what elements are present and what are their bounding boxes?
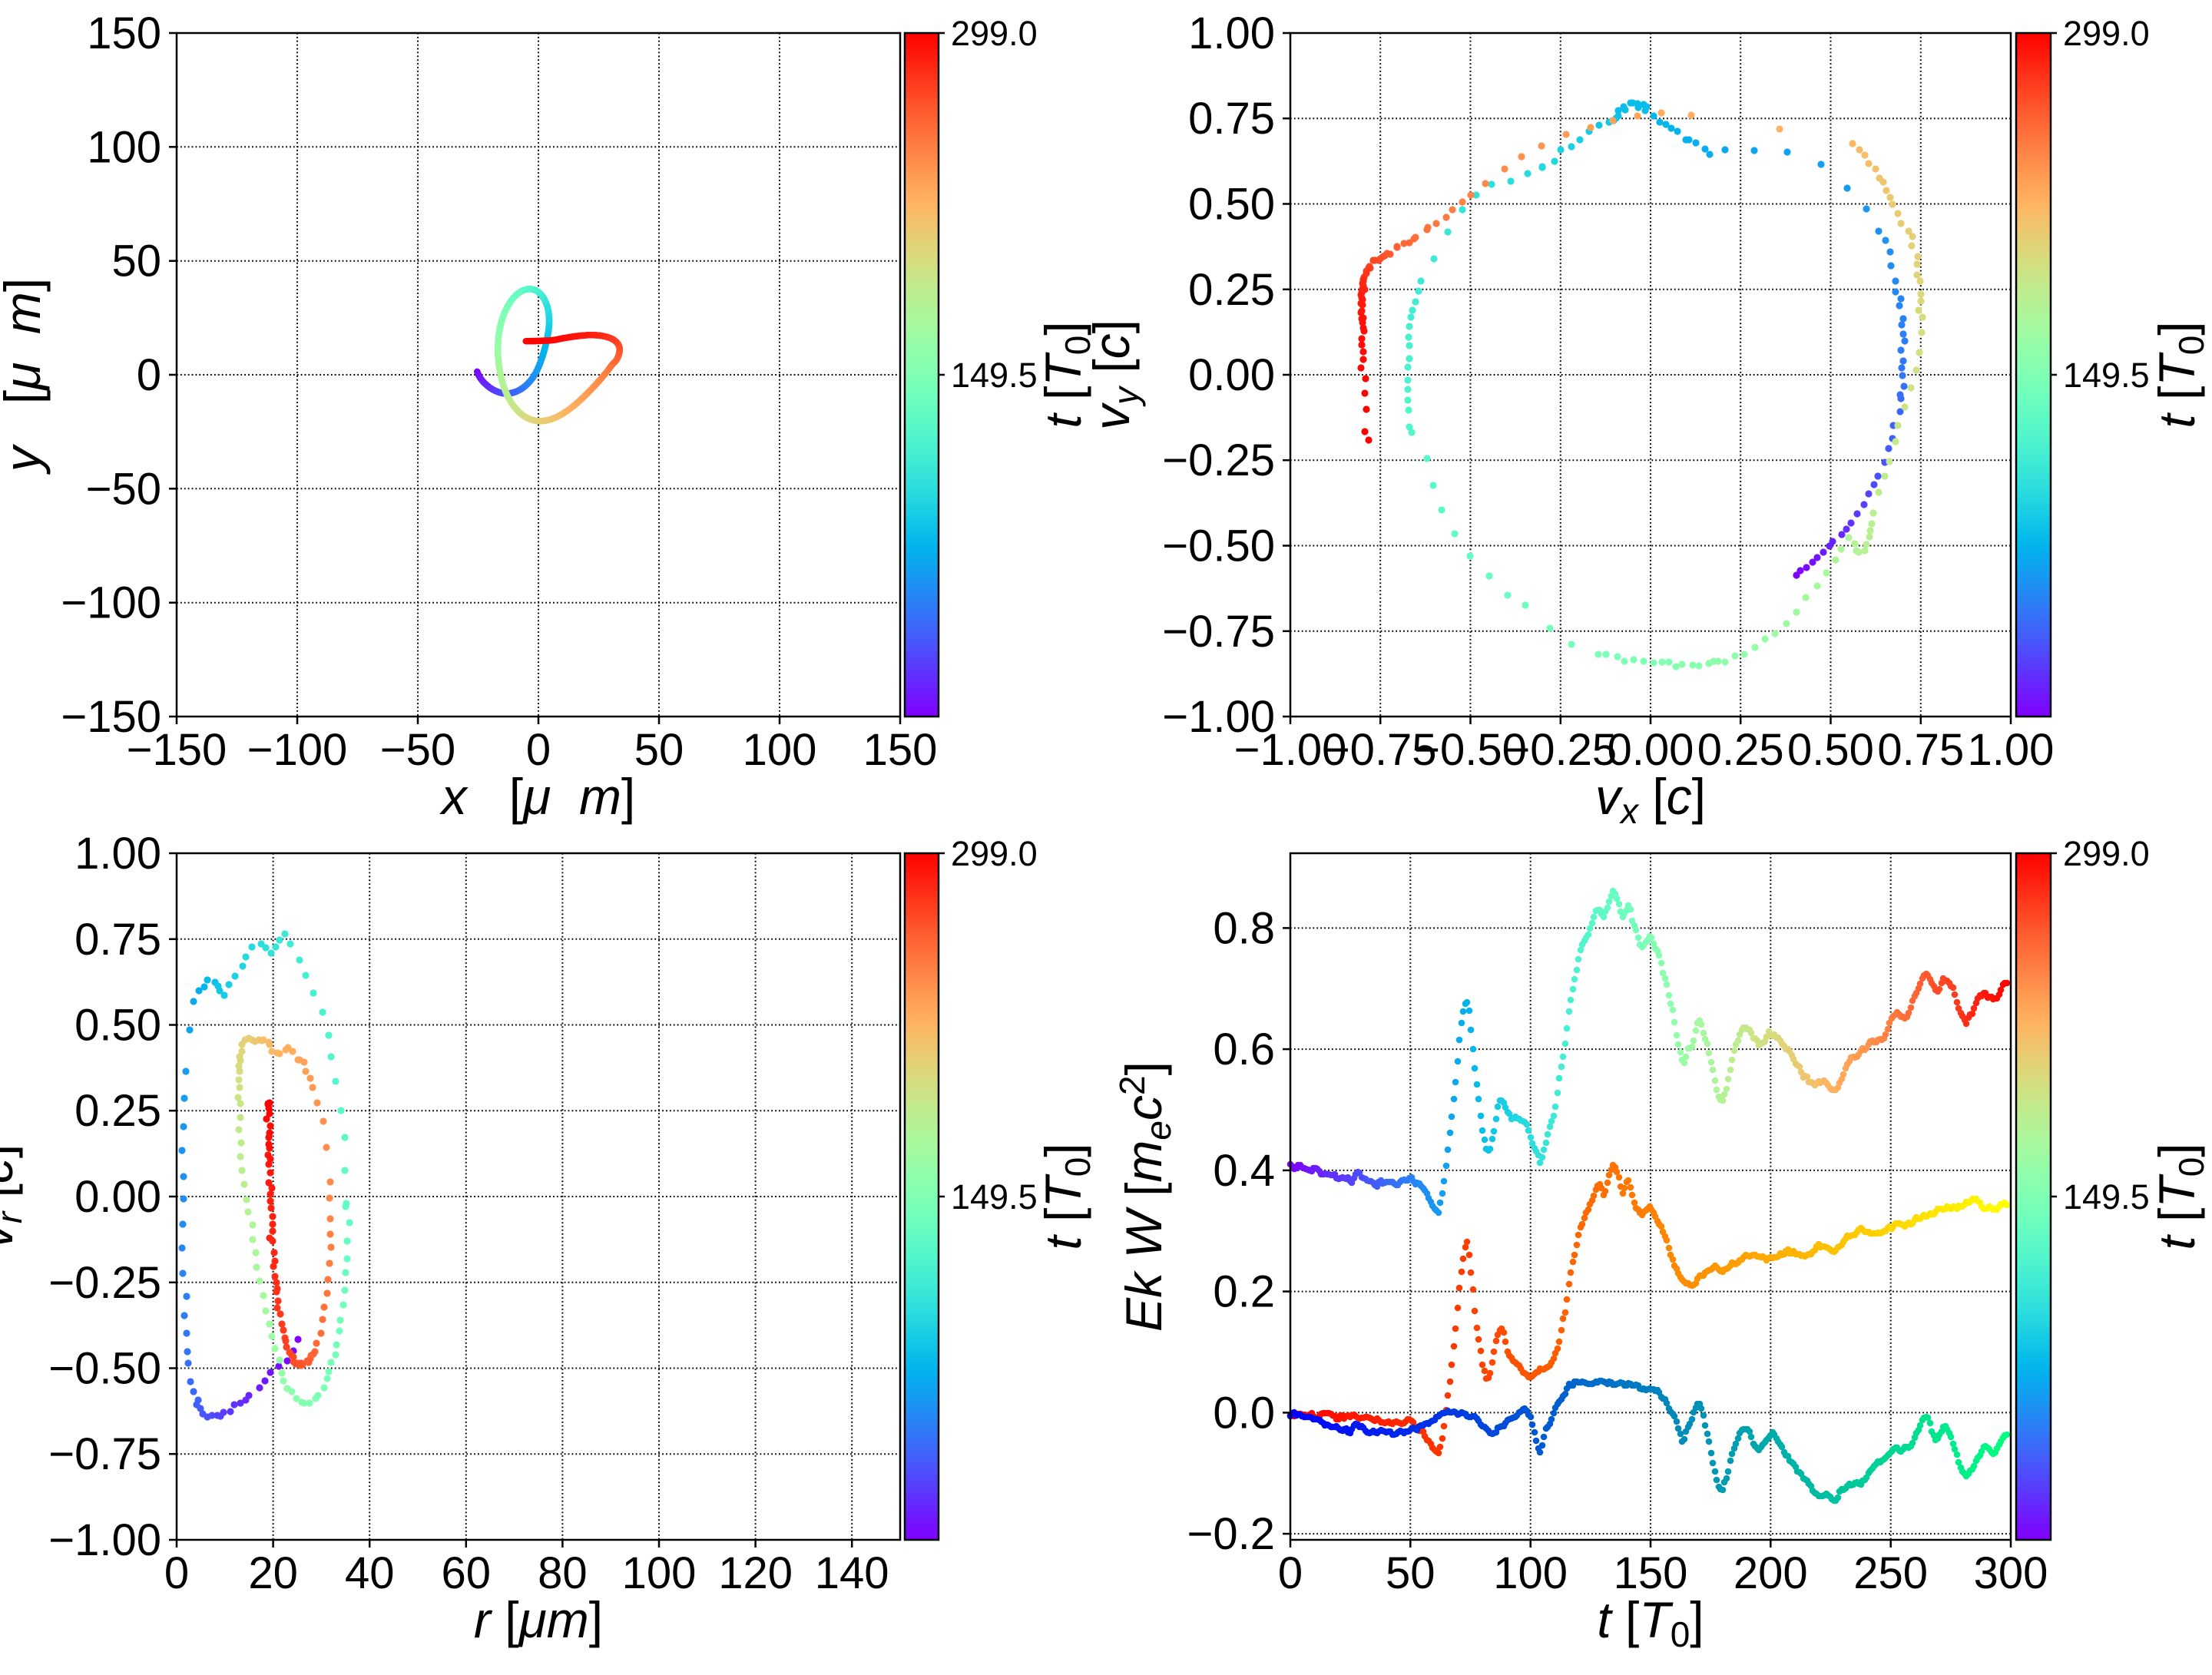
svg-text:20: 20 <box>248 1548 298 1598</box>
svg-text:y [μ m]: y [μ m] <box>0 278 51 475</box>
svg-text:0.75: 0.75 <box>1877 725 1964 775</box>
svg-text:0.75: 0.75 <box>1188 94 1275 144</box>
svg-text:150: 150 <box>87 8 161 58</box>
svg-text:140: 140 <box>815 1548 889 1598</box>
svg-text:149.5: 149.5 <box>951 356 1038 395</box>
svg-text:50: 50 <box>1386 1548 1435 1598</box>
svg-text:0.00: 0.00 <box>1188 350 1275 400</box>
svg-text:−150: −150 <box>61 692 161 742</box>
svg-text:0.75: 0.75 <box>75 915 161 965</box>
svg-text:0.50: 0.50 <box>75 1001 161 1051</box>
svg-text:150: 150 <box>1614 1548 1688 1598</box>
svg-text:−100: −100 <box>61 578 161 628</box>
svg-text:0.0: 0.0 <box>1213 1388 1275 1438</box>
svg-text:100: 100 <box>622 1548 697 1598</box>
svg-text:150: 150 <box>863 725 938 775</box>
svg-text:0.6: 0.6 <box>1213 1025 1275 1074</box>
svg-text:299.0: 299.0 <box>2063 14 2150 53</box>
svg-text:vx​ [c]: vx​ [c] <box>1595 768 1706 831</box>
svg-text:−150: −150 <box>127 725 227 775</box>
svg-text:0.25: 0.25 <box>75 1086 161 1136</box>
svg-text:−1.00: −1.00 <box>1234 725 1347 775</box>
svg-text:149.5: 149.5 <box>2063 1177 2150 1217</box>
svg-text:1.00: 1.00 <box>75 829 161 879</box>
svg-text:200: 200 <box>1734 1548 1808 1598</box>
svg-text:−0.75: −0.75 <box>48 1429 161 1479</box>
svg-text:0: 0 <box>137 350 161 400</box>
svg-text:vy​ [c]: vy​ [c] <box>1083 319 1146 430</box>
svg-text:80: 80 <box>538 1548 588 1598</box>
svg-text:−1.00: −1.00 <box>1162 692 1275 742</box>
svg-text:149.5: 149.5 <box>2063 356 2150 395</box>
svg-text:−0.25: −0.25 <box>1504 725 1617 775</box>
svg-text:t [T0]: t [T0] <box>1035 1143 1098 1250</box>
svg-text:50: 50 <box>111 237 161 286</box>
svg-text:r [μm]: r [μm] <box>474 1591 603 1648</box>
svg-text:−0.2: −0.2 <box>1187 1509 1276 1559</box>
svg-text:0.00: 0.00 <box>75 1172 161 1222</box>
svg-text:100: 100 <box>1493 1548 1568 1598</box>
svg-text:−0.50: −0.50 <box>1162 521 1275 571</box>
svg-text:−50: −50 <box>86 464 161 514</box>
svg-text:250: 250 <box>1853 1548 1928 1598</box>
svg-text:−0.25: −0.25 <box>48 1258 161 1308</box>
svg-text:−0.25: −0.25 <box>1162 435 1275 485</box>
svg-text:−50: −50 <box>380 725 455 775</box>
svg-text:−0.75: −0.75 <box>1324 725 1437 775</box>
svg-text:299.0: 299.0 <box>2063 834 2150 873</box>
svg-text:120: 120 <box>718 1548 793 1598</box>
svg-text:0.4: 0.4 <box>1213 1146 1275 1196</box>
svg-text:t [T0]: t [T0] <box>2148 321 2211 428</box>
svg-text:0.50: 0.50 <box>1188 180 1275 230</box>
svg-text:299.0: 299.0 <box>951 834 1038 873</box>
svg-text:299.0: 299.0 <box>951 14 1038 53</box>
svg-text:−0.50: −0.50 <box>1414 725 1527 775</box>
svg-text:149.5: 149.5 <box>951 1177 1038 1217</box>
svg-text:0.2: 0.2 <box>1213 1267 1275 1317</box>
svg-text:100: 100 <box>743 725 817 775</box>
svg-text:60: 60 <box>442 1548 492 1598</box>
svg-text:−0.50: −0.50 <box>48 1344 161 1394</box>
svg-text:40: 40 <box>345 1548 395 1598</box>
svg-text:−100: −100 <box>247 725 348 775</box>
svg-text:0.50: 0.50 <box>1787 725 1874 775</box>
svg-text:50: 50 <box>634 725 684 775</box>
svg-text:0.00: 0.00 <box>1608 725 1694 775</box>
svg-text:1.00: 1.00 <box>1968 725 2055 775</box>
svg-text:x [μ m]: x [μ m] <box>439 768 636 825</box>
svg-text:1.00: 1.00 <box>1188 8 1275 58</box>
svg-text:0.25: 0.25 <box>1697 725 1784 775</box>
svg-text:−1.00: −1.00 <box>48 1515 161 1565</box>
svg-text:0: 0 <box>1278 1548 1303 1598</box>
svg-text:0: 0 <box>526 725 551 775</box>
svg-text:100: 100 <box>87 122 161 172</box>
svg-text:0.8: 0.8 <box>1213 903 1275 953</box>
svg-text:Ek W [me​c2]: Ek W [me​c2] <box>1112 1061 1178 1332</box>
svg-text:−0.75: −0.75 <box>1162 607 1275 657</box>
svg-text:0: 0 <box>164 1548 189 1598</box>
svg-text:300: 300 <box>1974 1548 2048 1598</box>
svg-text:0.25: 0.25 <box>1188 265 1275 315</box>
